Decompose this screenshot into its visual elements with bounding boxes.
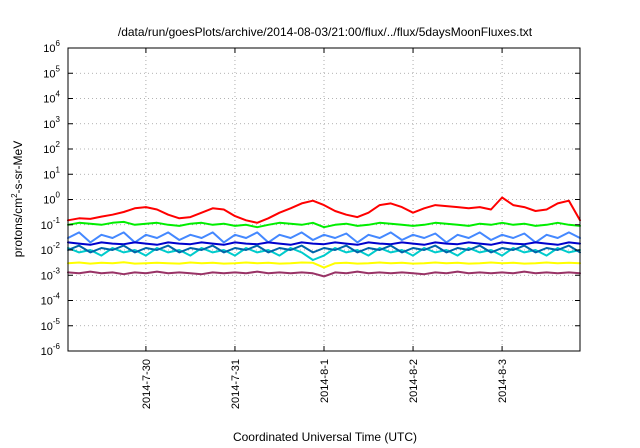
series-line: [67, 231, 581, 244]
y-tick-label: 101: [43, 165, 60, 181]
y-tick-label: 10-3: [41, 266, 61, 282]
y-tick-label: 104: [43, 90, 60, 106]
y-tick-label: 10-4: [41, 292, 61, 308]
grid: [68, 47, 580, 352]
y-tick-label: 105: [43, 64, 60, 80]
y-tick-label: 100: [43, 191, 60, 207]
series-line: [67, 241, 581, 246]
y-tick-label: 103: [43, 115, 60, 131]
x-tick-label: 2014-8-1: [319, 359, 331, 403]
y-axis: 10-6 10-5 10-4 10-3 10-2 10-1 100 101 102 103 104 1…: [41, 39, 580, 358]
y-tick-label: 10-1: [41, 216, 61, 232]
y-tick-label: 10-2: [41, 241, 61, 257]
y-axis-label: protons/cm2-s-sr-MeV: [10, 141, 25, 257]
series-line: [67, 270, 581, 278]
y-tick-label: 10-6: [41, 342, 61, 358]
x-axis: 2014-7-30 2014-7-31 2014-8-1 2014-8-2 2014-8…: [141, 48, 509, 409]
x-tick-label: 2014-8-3: [497, 359, 509, 403]
plot-series: [67, 196, 581, 278]
series-line: [67, 261, 581, 269]
y-tick-label: 102: [43, 140, 60, 156]
x-axis-label: Coordinated Universal Time (UTC): [233, 430, 417, 444]
x-tick-label: 2014-7-31: [230, 359, 242, 409]
x-tick-label: 2014-7-30: [141, 359, 153, 409]
chart-title: /data/run/goesPlots/archive/2014-08-03/2…: [118, 25, 533, 39]
y-tick-label: 106: [43, 39, 60, 55]
series-line: [67, 244, 581, 254]
y-tick-label: 10-5: [41, 317, 61, 333]
x-tick-label: 2014-8-2: [408, 359, 420, 403]
series-line: [67, 220, 581, 229]
series-line: [67, 196, 581, 224]
